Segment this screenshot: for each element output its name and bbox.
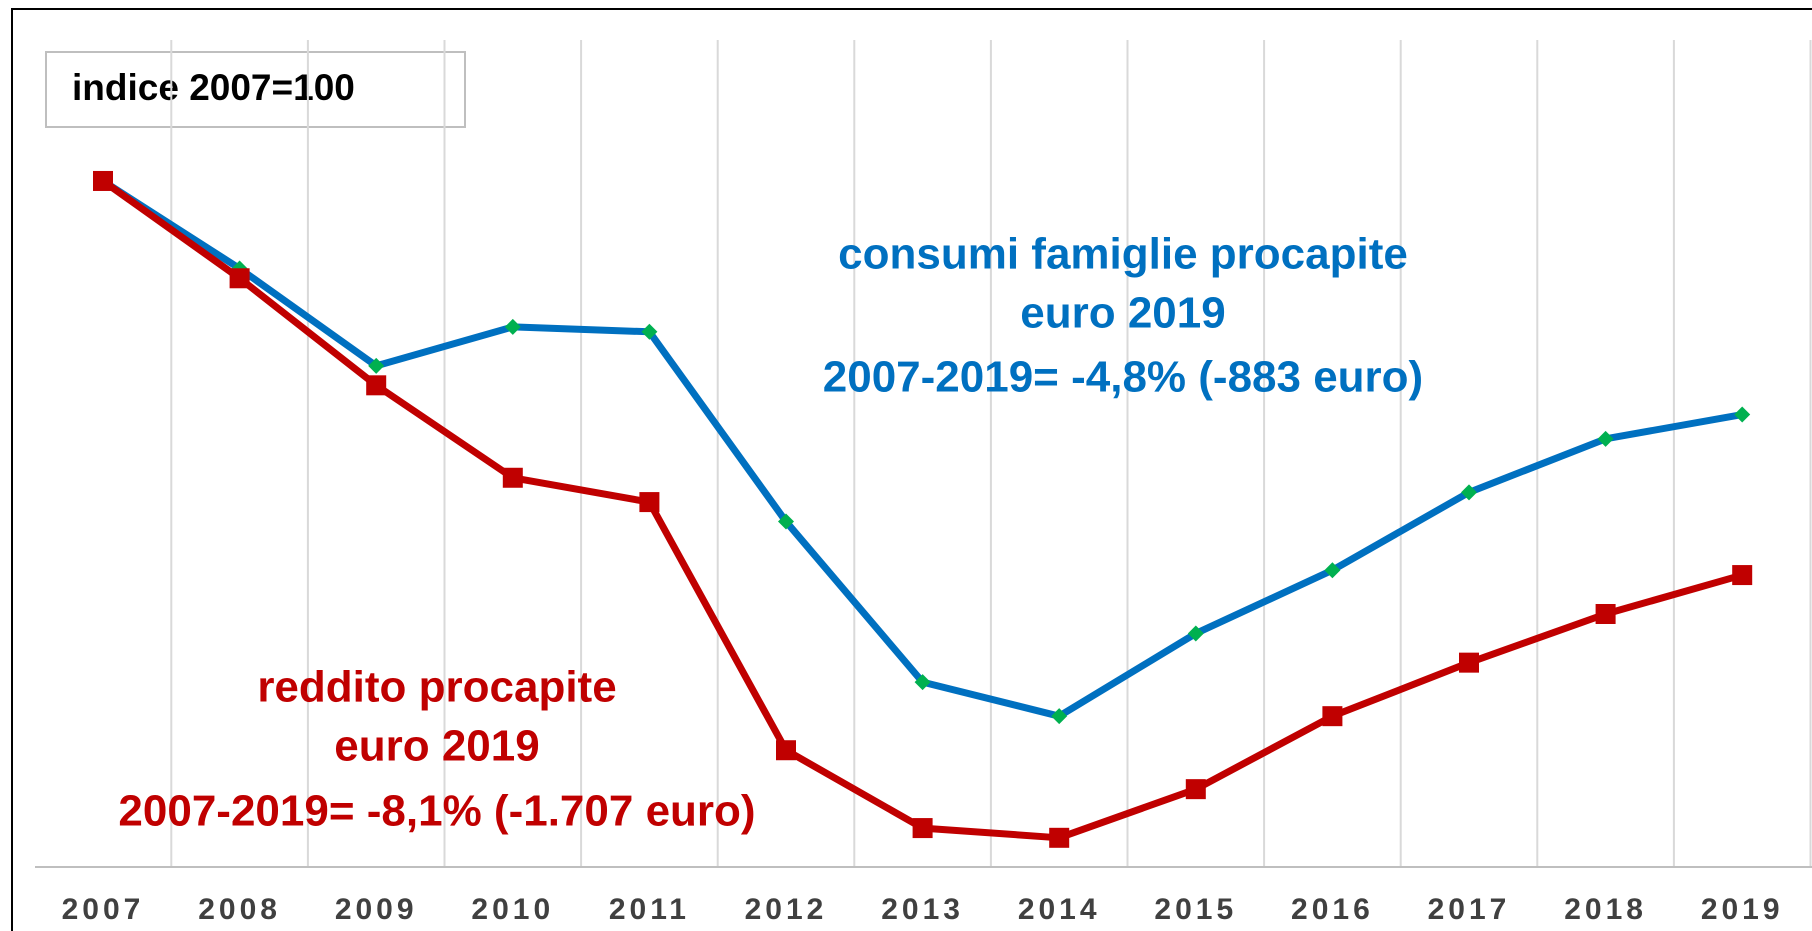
marker	[1185, 779, 1206, 800]
series-label: reddito procapite	[257, 663, 616, 712]
x-tick-label: 2011	[609, 893, 690, 926]
note: indice 2007=100	[72, 67, 355, 108]
marker	[229, 268, 250, 289]
marker	[1051, 708, 1068, 725]
marker	[914, 674, 931, 691]
marker	[639, 492, 660, 513]
x-tick-label: 2018	[1564, 893, 1647, 926]
marker	[93, 170, 113, 191]
marker	[1732, 565, 1753, 586]
marker	[776, 740, 796, 761]
x-tick-label: 2010	[471, 893, 554, 926]
marker	[504, 318, 521, 335]
x-tick-label: 2008	[198, 893, 281, 926]
chart-frame	[11, 8, 1812, 931]
x-tick-label: 2012	[745, 893, 828, 926]
marker	[912, 818, 933, 839]
series-annotation: euro 2019	[1020, 289, 1225, 338]
x-tick-label: 2019	[1701, 893, 1784, 926]
marker	[1459, 652, 1479, 673]
series-label: consumi famiglie procapite	[838, 230, 1408, 279]
marker	[1734, 406, 1751, 423]
marker	[1187, 625, 1204, 642]
x-tick-label: 2007	[62, 893, 145, 926]
marker	[502, 467, 523, 488]
x-tick-label: 2016	[1291, 893, 1374, 926]
marker	[641, 323, 658, 340]
x-tick-label: 2017	[1428, 893, 1511, 926]
marker	[1595, 603, 1616, 624]
marker	[368, 357, 385, 374]
marker	[366, 375, 387, 396]
x-tick-label: 2009	[335, 893, 418, 926]
marker	[1461, 484, 1477, 501]
series-annotation: 2007-2019= -8,1% (-1.707 euro)	[118, 787, 755, 836]
marker	[778, 513, 794, 530]
x-tick-label: 2013	[881, 893, 964, 926]
note-box	[45, 51, 466, 128]
x-tick-label: 2015	[1154, 893, 1237, 926]
series-annotation: euro 2019	[334, 722, 539, 771]
marker	[1322, 706, 1343, 727]
x-tick-label: 2014	[1018, 893, 1101, 926]
marker	[1324, 562, 1341, 579]
marker	[1049, 827, 1070, 848]
marker	[1597, 430, 1614, 447]
series-annotation: 2007-2019= -4,8% (-883 euro)	[823, 353, 1423, 402]
